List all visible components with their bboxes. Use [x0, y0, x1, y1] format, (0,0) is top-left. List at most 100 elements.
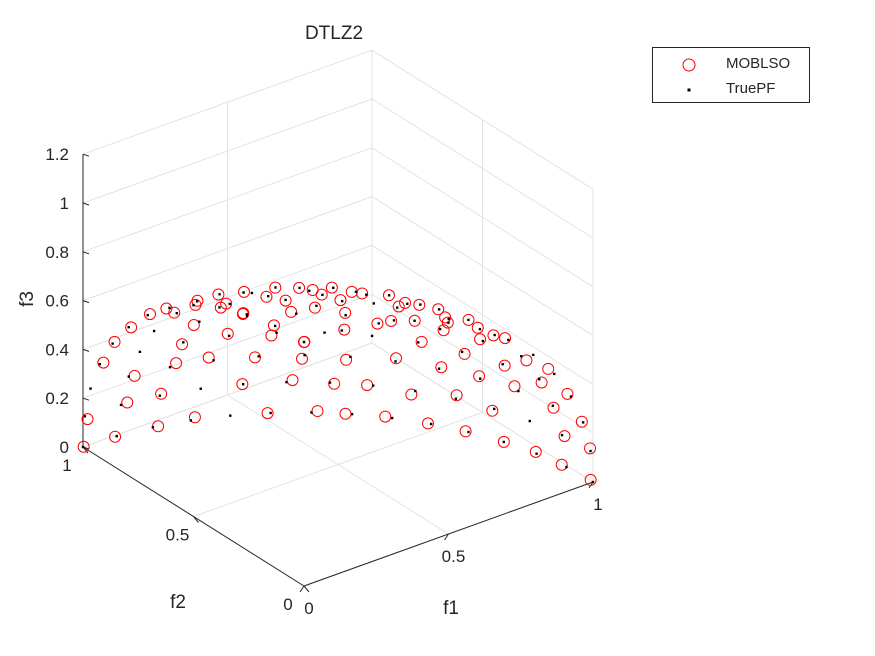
dot-marker-icon	[687, 88, 691, 92]
truepf-point	[560, 433, 564, 437]
mobls-point	[261, 407, 274, 420]
truepf-point	[212, 359, 215, 362]
truepf-point	[242, 291, 245, 294]
mobls-point	[286, 374, 299, 387]
mobls-point	[450, 389, 463, 402]
truepf-point	[310, 411, 313, 414]
truepf-point	[146, 313, 149, 317]
truepf-point	[175, 312, 178, 315]
mobls-point	[296, 352, 309, 365]
mobls-point	[497, 435, 510, 448]
truepf-point	[581, 421, 585, 424]
mobls-point	[339, 407, 352, 420]
truepf-point	[535, 452, 538, 455]
x-tick	[299, 585, 305, 593]
mobls-point	[439, 311, 452, 324]
mobls-point	[356, 287, 369, 300]
truepf-point	[438, 327, 442, 331]
mobls-point	[421, 417, 434, 430]
open-circle-marker-icon	[682, 58, 696, 72]
mobls-point	[125, 321, 138, 334]
x-tick-label: 1	[593, 495, 602, 514]
mobls-point	[584, 473, 597, 486]
truepf-point	[447, 317, 450, 321]
truepf-point	[370, 334, 374, 338]
mobls-point	[458, 347, 471, 360]
truepf-point	[285, 380, 288, 384]
mobls-point	[437, 324, 450, 337]
z-tick-label: 0	[60, 438, 69, 457]
mobls-point	[499, 332, 512, 345]
truepf-point	[454, 397, 458, 401]
grid-line	[82, 98, 373, 204]
truepf-point	[295, 312, 298, 315]
truepf-point	[413, 319, 416, 322]
truepf-point	[119, 403, 123, 407]
mobls-point	[212, 288, 225, 301]
truepf-point	[417, 341, 420, 344]
mobls-point	[191, 294, 204, 307]
truepf-point	[467, 430, 470, 434]
truepf-point	[89, 387, 92, 390]
x-tick-label: 0	[304, 599, 313, 618]
mobls-point	[561, 387, 574, 400]
z-tick-label: 0.8	[45, 243, 69, 262]
mobls-point	[285, 305, 298, 318]
x-tick	[444, 533, 449, 541]
legend-label: MOBLSO	[726, 55, 791, 72]
mobls-point	[144, 308, 157, 321]
truepf-point	[493, 407, 496, 411]
mobls-point	[220, 297, 233, 310]
truepf-point	[127, 325, 130, 329]
mobls-point	[405, 388, 418, 401]
mobls-point	[371, 317, 384, 330]
mobls-point	[155, 387, 168, 400]
truepf-point	[111, 342, 114, 345]
mobls-point	[547, 401, 560, 414]
truepf-point	[520, 355, 523, 358]
truepf-point	[406, 302, 409, 305]
mobls-point	[340, 353, 353, 366]
truepf-point	[229, 414, 232, 417]
truepf-point	[228, 302, 231, 306]
truepf-point	[591, 480, 595, 484]
mobls-point	[508, 380, 521, 393]
truepf-point	[528, 419, 531, 423]
x-tick-label: 0.5	[442, 547, 466, 566]
legend-item-mobls: MOBLSO	[653, 52, 809, 76]
truepf-point	[81, 445, 85, 449]
z-axis-label: f3	[17, 291, 38, 307]
truepf-point	[437, 308, 441, 311]
truepf-point	[569, 395, 573, 398]
grid-line	[82, 49, 373, 155]
truepf-point	[266, 294, 270, 298]
mobls-point	[575, 415, 588, 428]
truepf-point	[479, 377, 482, 380]
mobls-point	[77, 440, 90, 453]
mobls-point	[471, 321, 484, 334]
chart-title: DTLZ2	[305, 23, 363, 44]
truepf-point	[269, 411, 272, 415]
y-tick	[193, 516, 199, 523]
z-tick-label: 0.4	[45, 340, 69, 359]
truepf-point	[396, 306, 399, 309]
mobls-point	[109, 430, 122, 443]
truepf-point	[273, 324, 277, 328]
truepf-point	[152, 329, 156, 333]
mobls-point	[555, 458, 568, 471]
mobls-point	[236, 378, 249, 391]
mobls-point	[392, 300, 405, 313]
truepf-point	[394, 360, 397, 363]
truepf-point	[315, 304, 318, 308]
mobls-point	[188, 411, 201, 424]
truepf-point	[501, 363, 504, 366]
grid-line	[371, 49, 594, 190]
mobls-point	[298, 335, 311, 348]
truepf-point	[481, 339, 485, 343]
truepf-point	[419, 303, 422, 306]
truepf-point	[532, 353, 535, 357]
grid-line	[82, 244, 373, 350]
grid-line	[371, 98, 594, 239]
mobls-point	[339, 306, 352, 319]
